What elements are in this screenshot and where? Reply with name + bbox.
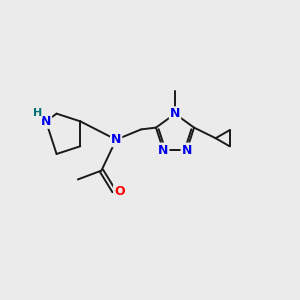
- Text: N: N: [41, 115, 51, 128]
- Text: H: H: [32, 108, 42, 118]
- Text: N: N: [158, 143, 168, 157]
- Text: N: N: [182, 143, 192, 157]
- Text: N: N: [170, 107, 180, 120]
- Text: O: O: [114, 185, 125, 198]
- Text: N: N: [111, 133, 121, 146]
